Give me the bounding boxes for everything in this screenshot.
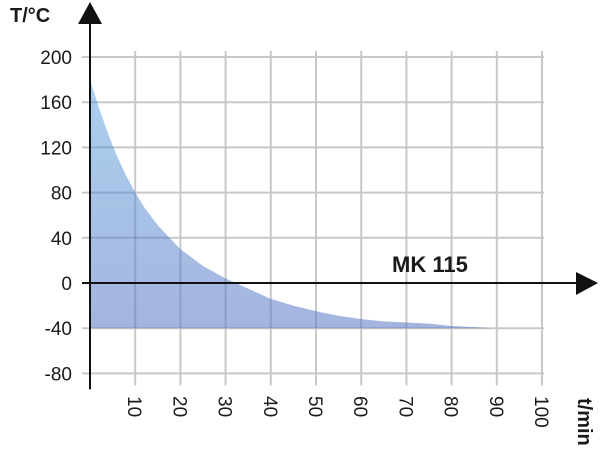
y-tick-labels: 200 160 120 80 40 0 -40 -80: [40, 48, 72, 385]
x-tick-labels: 10 20 30 40 50 60 70 80 90 100: [123, 396, 551, 428]
grid-lines: [82, 51, 544, 386]
y-tick-label: -40: [45, 319, 72, 340]
temperature-area: [90, 79, 493, 329]
y-tick-label: 200: [40, 48, 72, 69]
y-tick-label: 0: [61, 274, 72, 295]
x-tick-label: 90: [485, 396, 506, 417]
axes: [78, 2, 598, 390]
y-tick-label: 120: [40, 138, 72, 159]
x-tick-label: 40: [259, 396, 280, 417]
x-axis-title: t/min: [573, 398, 595, 446]
y-axis-title: T/°C: [10, 5, 50, 27]
x-tick-label: 60: [349, 396, 370, 417]
y-tick-label: 160: [40, 93, 72, 114]
x-tick-label: 10: [123, 396, 144, 417]
y-tick-label: 40: [51, 229, 72, 250]
x-tick-label: 50: [304, 396, 325, 417]
y-tick-label: -80: [45, 364, 72, 385]
x-tick-label: 80: [440, 396, 461, 417]
series-label: MK 115: [392, 252, 468, 277]
x-tick-label: 30: [214, 396, 235, 417]
x-tick-label: 20: [168, 396, 189, 417]
y-tick-label: 80: [51, 184, 72, 205]
x-tick-label: 100: [530, 396, 551, 428]
x-tick-label: 70: [394, 396, 415, 417]
